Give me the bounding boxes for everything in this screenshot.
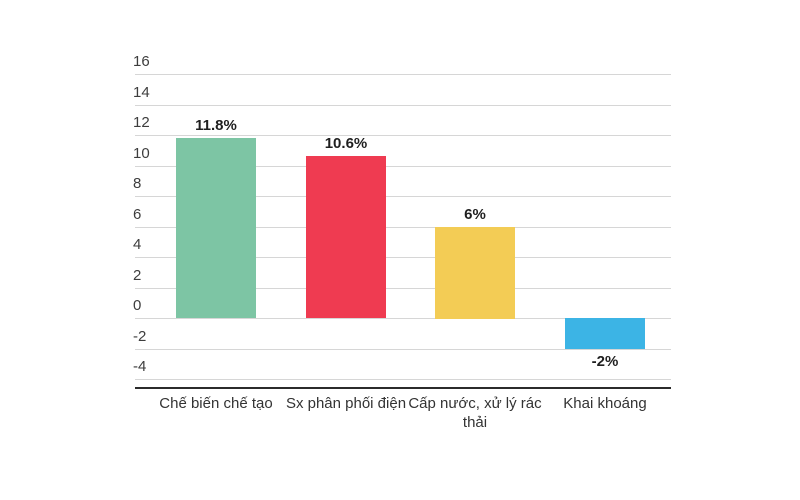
bar-3 (435, 227, 515, 319)
y-tick-label: -2 (133, 328, 147, 345)
bar-2 (306, 156, 386, 318)
gridline-y-12 (135, 135, 671, 136)
x-axis-line (135, 387, 671, 389)
gridline-y-0 (135, 318, 671, 319)
y-tick-label: 14 (133, 84, 150, 101)
x-axis-label: Cấp nước, xử lý rác thải (408, 395, 542, 431)
gridline-y--4 (135, 379, 671, 380)
y-tick-label: -4 (133, 358, 147, 375)
y-tick-label: 6 (133, 206, 142, 223)
x-axis-label: Chế biến chế tạo (159, 395, 273, 412)
gridline-y-4 (135, 257, 671, 258)
x-axis-label: Sx phân phối điện (285, 395, 407, 412)
bar-4 (565, 318, 645, 349)
value-label: 11.8% (195, 117, 237, 134)
y-tick-label: 2 (133, 267, 142, 284)
y-tick-label: 8 (133, 175, 142, 192)
gridline-y-6 (135, 227, 671, 228)
value-label: -2% (591, 353, 619, 370)
gridline-y-8 (135, 196, 671, 197)
gridline-y-16 (135, 74, 671, 75)
value-label: 10.6% (324, 135, 368, 152)
y-tick-label: 16 (133, 53, 150, 70)
value-label: 6% (464, 206, 486, 223)
y-tick-label: 10 (133, 145, 150, 162)
y-tick-label: 12 (133, 114, 150, 131)
gridline-y--2 (135, 349, 671, 350)
y-tick-label: 0 (133, 297, 142, 314)
gridline-y-2 (135, 288, 671, 289)
y-tick-label: 4 (133, 236, 142, 253)
x-axis-label: Khai khoáng (563, 395, 647, 412)
gridline-y-14 (135, 105, 671, 106)
bar-1 (176, 138, 256, 318)
gridline-y-10 (135, 166, 671, 167)
